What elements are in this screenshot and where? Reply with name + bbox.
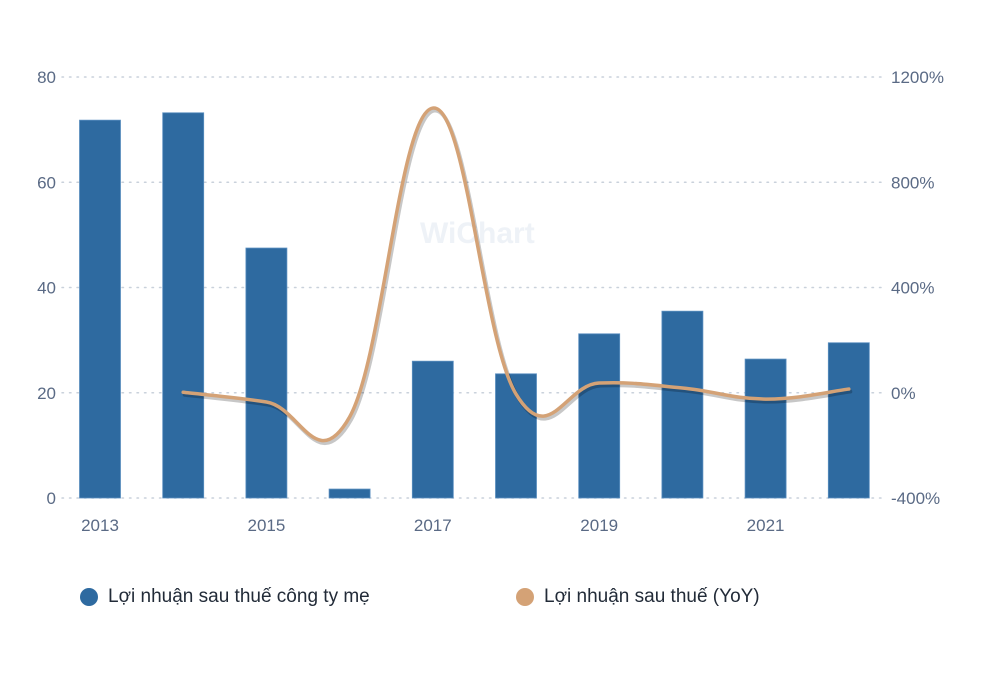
bar[interactable] <box>245 247 288 499</box>
bar[interactable] <box>411 360 454 499</box>
x-tick-label: 2019 <box>580 516 618 535</box>
bar[interactable] <box>827 342 870 499</box>
bar[interactable] <box>328 488 371 499</box>
right-tick-label: -400% <box>891 489 940 508</box>
x-tick-label: 2015 <box>247 516 285 535</box>
left-tick-label: 0 <box>47 489 56 508</box>
left-tick-label: 60 <box>37 173 56 192</box>
legend-dot-icon <box>516 588 534 606</box>
bar[interactable] <box>162 112 205 499</box>
legend-label: Lợi nhuận sau thuế (YoY) <box>544 586 760 607</box>
x-axis: 2013 2015 2017 2019 2021 <box>81 516 784 535</box>
right-tick-label: 1200% <box>891 68 944 87</box>
bar[interactable] <box>744 358 787 499</box>
bar-series <box>79 112 870 499</box>
yoy-line[interactable] <box>181 106 851 443</box>
x-tick-label: 2021 <box>747 516 785 535</box>
line-series <box>181 106 853 446</box>
left-axis: 80 60 40 20 0 <box>37 68 56 508</box>
right-tick-label: 800% <box>891 173 934 192</box>
left-tick-label: 40 <box>37 279 56 298</box>
left-tick-label: 80 <box>37 68 56 87</box>
legend-label: Lợi nhuận sau thuế công ty mẹ <box>108 586 370 607</box>
left-tick-label: 20 <box>37 384 56 403</box>
x-tick-label: 2013 <box>81 516 119 535</box>
legend-item-profit[interactable]: Lợi nhuận sau thuế công ty mẹ <box>80 586 370 608</box>
x-tick-label: 2017 <box>414 516 452 535</box>
bar[interactable] <box>661 310 704 499</box>
legend-dot-icon <box>80 588 98 606</box>
bar[interactable] <box>79 119 121 499</box>
right-tick-label: 400% <box>891 279 934 298</box>
right-axis: 1200% 800% 400% 0% -400% <box>891 68 944 508</box>
bar[interactable] <box>578 333 621 499</box>
right-tick-label: 0% <box>891 384 916 403</box>
legend-item-yoy[interactable]: Lợi nhuận sau thuế (YoY) <box>516 586 760 608</box>
